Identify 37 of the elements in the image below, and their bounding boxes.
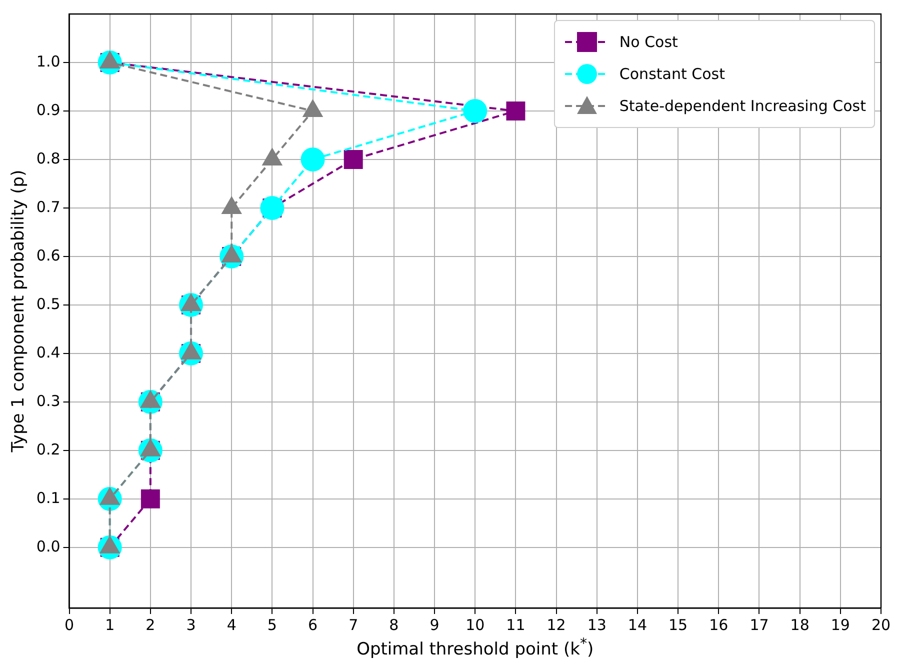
y-tick-label: 0.2 <box>36 440 60 458</box>
x-tick-label: 1 <box>105 616 115 634</box>
x-tick-label: 2 <box>146 616 156 634</box>
y-tick-label: 0.8 <box>36 149 60 168</box>
y-tick-label: 0.1 <box>36 488 60 507</box>
x-tick-label: 7 <box>348 616 358 634</box>
x-tick-label: 12 <box>546 616 566 634</box>
x-tick-label: 17 <box>750 616 769 634</box>
x-tick-label: 19 <box>830 616 850 634</box>
x-tick-label: 6 <box>308 616 318 634</box>
x-tick-label: 9 <box>430 616 440 634</box>
x-tick-label: 14 <box>628 616 648 634</box>
x-tick-label: 0 <box>64 616 74 634</box>
y-tick-label: 0.6 <box>36 246 60 264</box>
x-tick-label: 8 <box>389 616 399 634</box>
legend-label: Constant Cost <box>619 64 725 84</box>
x-tick-label: 10 <box>466 616 485 634</box>
y-tick-label: 1.0 <box>36 52 60 70</box>
x-axis-title: Optimal threshold point (k$^{*}$) <box>356 636 595 660</box>
x-tick-label: 16 <box>709 616 728 634</box>
y-tick-label: 0.9 <box>36 100 60 119</box>
x-tick-label: 13 <box>587 616 606 634</box>
legend-label: State-dependent Increasing Cost <box>619 96 866 116</box>
x-tick-label: 18 <box>790 616 810 634</box>
y-tick-label: 0.3 <box>36 392 60 410</box>
x-tick-label: 3 <box>186 616 196 634</box>
x-tick-label: 20 <box>871 616 891 634</box>
x-tick-label: 4 <box>226 616 236 634</box>
y-tick-label: 0.7 <box>36 198 60 216</box>
y-tick-label: 0.4 <box>36 343 60 362</box>
y-tick-label: 0.5 <box>36 294 60 313</box>
x-tick-label: 11 <box>506 616 526 634</box>
x-tick-label: 15 <box>668 616 688 634</box>
y-axis-title: Type 1 component probability (p) <box>8 170 29 454</box>
x-tick-label: 5 <box>267 616 277 634</box>
y-tick-label: 0.0 <box>36 537 60 556</box>
legend-label: No Cost <box>619 32 678 52</box>
